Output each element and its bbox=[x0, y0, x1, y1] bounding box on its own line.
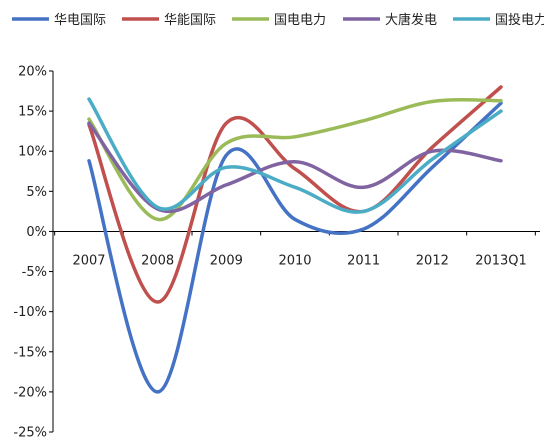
y-tick-label: 20% bbox=[18, 65, 47, 80]
x-axis: 2007 2008 2009 2010 2011 2012 2013Q1 bbox=[53, 230, 540, 268]
legend-item-2: 华能国际 bbox=[122, 13, 216, 28]
plot-lines bbox=[87, 85, 503, 394]
y-tick-label: 10% bbox=[18, 145, 47, 160]
legend-item-5: 国投电力 bbox=[453, 12, 544, 28]
y-axis: 20% 15% 10% 5% 0% -5% -10% -15% -20% -25% bbox=[13, 65, 54, 440]
legend-label: 华能国际 bbox=[164, 13, 216, 28]
x-tick-label: 2010 bbox=[278, 253, 311, 268]
series-line-3 bbox=[87, 98, 503, 222]
legend-label: 国投电力 bbox=[495, 12, 544, 28]
y-tick-label: -10% bbox=[13, 305, 47, 320]
y-tick-label: -20% bbox=[13, 385, 47, 400]
legend-label: 国电电力 bbox=[274, 13, 326, 28]
series-line-2 bbox=[87, 85, 503, 304]
series-line-1 bbox=[87, 101, 503, 394]
legend: 华电国际 华能国际 国电电力 大唐发电 国投电力 bbox=[12, 12, 544, 28]
series-line-5 bbox=[87, 97, 503, 214]
x-tick-label: 2007 bbox=[72, 253, 105, 268]
y-tick-label: 15% bbox=[18, 105, 47, 120]
y-tick-label: 5% bbox=[26, 185, 47, 200]
legend-item-4: 大唐发电 bbox=[343, 12, 437, 28]
legend-label: 华电国际 bbox=[54, 13, 106, 28]
legend-item-3: 国电电力 bbox=[232, 13, 326, 28]
x-tick-label: 2012 bbox=[416, 253, 449, 268]
x-tick-label: 2011 bbox=[347, 253, 380, 268]
x-tick-label: 2013Q1 bbox=[475, 253, 527, 268]
legend-label: 大唐发电 bbox=[385, 12, 437, 28]
y-tick-label: 0% bbox=[26, 225, 47, 240]
x-tick-label: 2009 bbox=[210, 253, 243, 268]
y-tick-label: -5% bbox=[22, 265, 47, 280]
y-tick-label: -25% bbox=[13, 426, 47, 440]
x-tick-label: 2008 bbox=[141, 253, 174, 268]
legend-item-1: 华电国际 bbox=[12, 13, 106, 28]
y-tick-label: -15% bbox=[13, 345, 47, 360]
